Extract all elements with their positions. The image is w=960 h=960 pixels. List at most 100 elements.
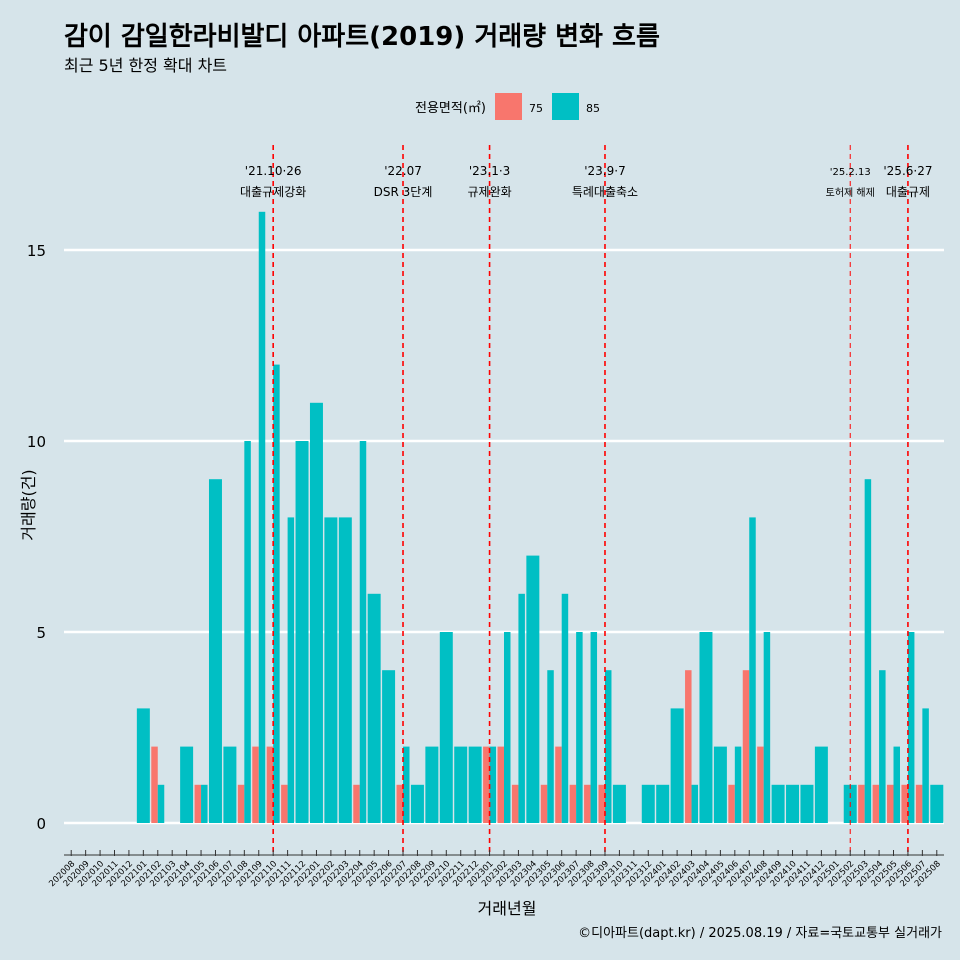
bar-75 (151, 746, 158, 823)
bar-75 (353, 784, 360, 823)
bar-75 (598, 784, 605, 823)
bar-85 (403, 746, 410, 823)
event-date: '25.6·27 (883, 164, 932, 178)
event-label: 규제완화 (467, 185, 511, 199)
bar-85 (454, 746, 468, 823)
event-date: '22.07 (384, 164, 422, 178)
bar-85 (864, 479, 872, 823)
bar-75 (396, 784, 404, 823)
bar-85 (359, 441, 367, 823)
legend-swatch-85 (552, 93, 579, 120)
legend-title: 전용면적(㎡) (415, 101, 486, 116)
bar-75 (685, 670, 692, 823)
bar-85 (786, 784, 800, 823)
bar-85 (641, 784, 655, 823)
bar-75 (555, 746, 562, 823)
bar-85 (547, 670, 554, 823)
y-tick-label: 10 (27, 433, 46, 451)
legend-label-75: 75 (529, 102, 543, 115)
bar-85 (425, 746, 439, 823)
bar-85 (223, 746, 237, 823)
bar-85 (576, 632, 583, 823)
bar-75 (569, 784, 577, 823)
bar-75 (757, 746, 764, 823)
bar-85 (814, 746, 828, 823)
bar-75 (483, 746, 490, 823)
bar-75 (728, 784, 735, 823)
y-tick-label: 0 (36, 815, 46, 833)
bar-85 (504, 632, 511, 823)
bar-85 (338, 517, 352, 823)
bar-85 (208, 479, 222, 823)
bar-85 (922, 708, 929, 823)
bar-85 (656, 784, 670, 823)
bar-85 (800, 784, 814, 823)
bar-85 (518, 593, 525, 823)
bar-75 (584, 784, 591, 823)
bar-85 (763, 632, 771, 823)
bar-75 (497, 746, 504, 823)
bar-85 (180, 746, 194, 823)
event-label: 대출규제 (886, 185, 930, 199)
bar-85 (367, 593, 381, 823)
bar-85 (489, 746, 497, 823)
bar-85 (468, 746, 482, 823)
bar-85 (526, 555, 540, 823)
event-label: DSR 3단계 (374, 185, 433, 199)
bar-85 (201, 784, 208, 823)
caption: ©디아파트(dapt.kr) / 2025.08.19 / 자료=국토교통부 실… (578, 926, 942, 941)
event-date: '21.10·26 (245, 164, 302, 178)
bar-85 (734, 746, 742, 823)
bar-85 (258, 211, 266, 824)
y-tick-label: 5 (36, 624, 46, 642)
legend: 전용면적(㎡) 75 85 (415, 93, 600, 120)
bar-85 (670, 708, 684, 823)
bar-85 (604, 670, 612, 823)
bar-85 (157, 784, 165, 823)
bar-85 (612, 784, 626, 823)
bar-75 (511, 784, 519, 823)
bar-75 (858, 784, 865, 823)
bar-85 (590, 632, 598, 823)
y-tick-label: 15 (27, 242, 46, 260)
bar-85 (699, 632, 713, 823)
bar-75 (915, 784, 923, 823)
bar-85 (309, 402, 323, 823)
legend-label-85: 85 (586, 102, 600, 115)
bar-75 (194, 784, 202, 823)
bar-85 (410, 784, 424, 823)
bar-85 (771, 784, 785, 823)
event-date: '23.1·3 (469, 164, 510, 178)
bar-75 (901, 784, 908, 823)
bar-85 (244, 441, 251, 823)
bar-85 (691, 784, 699, 823)
bar-85 (382, 670, 396, 823)
bar-85 (561, 593, 569, 823)
bar-85 (907, 632, 915, 823)
bar-85 (749, 517, 756, 823)
bar-85 (273, 364, 280, 823)
bar-75 (540, 784, 548, 823)
bar-85 (879, 670, 886, 823)
event-label: 대출규제강화 (240, 185, 306, 199)
bar-85 (136, 708, 150, 823)
bar-85 (324, 517, 338, 823)
bar-75 (266, 746, 274, 823)
bar-85 (930, 784, 944, 823)
bar-75 (281, 784, 288, 823)
chart-subtitle: 최근 5년 한정 확대 차트 (64, 56, 228, 75)
event-label: 특례대출축소 (572, 185, 638, 199)
legend-swatch-75 (495, 93, 522, 120)
bar-85 (439, 632, 453, 823)
bar-85 (893, 746, 900, 823)
y-axis-label: 거래량(건) (19, 469, 38, 540)
bar-85 (713, 746, 727, 823)
event-date: '23.9·7 (584, 164, 625, 178)
bar-75 (237, 784, 245, 823)
event-label: 토허제 해제 (826, 186, 875, 199)
bar-75 (252, 746, 259, 823)
event-date: '25.2.13 (830, 167, 871, 178)
bar-85 (287, 517, 295, 823)
bar-85 (295, 441, 309, 823)
